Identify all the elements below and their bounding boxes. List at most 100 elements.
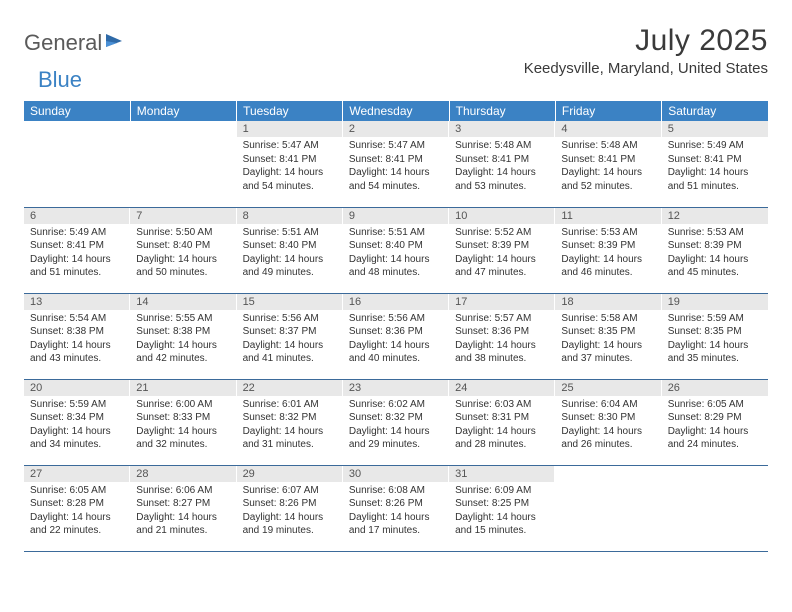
day-header: Sunday (24, 101, 130, 121)
day-number: 28 (130, 466, 236, 482)
day-header: Thursday (449, 101, 555, 121)
day-number: 7 (130, 208, 236, 224)
day-number: 11 (555, 208, 661, 224)
day-number: 24 (449, 380, 555, 396)
day-number: 21 (130, 380, 236, 396)
calendar-cell: 19Sunrise: 5:59 AMSunset: 8:35 PMDayligh… (662, 293, 768, 379)
day-details: Sunrise: 6:06 AMSunset: 8:27 PMDaylight:… (130, 482, 236, 542)
day-number: 17 (449, 294, 555, 310)
day-number: 6 (24, 208, 130, 224)
logo-text-general: General (24, 30, 102, 56)
day-details: Sunrise: 5:48 AMSunset: 8:41 PMDaylight:… (555, 137, 661, 197)
calendar-cell: 13Sunrise: 5:54 AMSunset: 8:38 PMDayligh… (24, 293, 130, 379)
calendar-cell: 8Sunrise: 5:51 AMSunset: 8:40 PMDaylight… (237, 207, 343, 293)
calendar-cell: 27Sunrise: 6:05 AMSunset: 8:28 PMDayligh… (24, 465, 130, 551)
day-number: 8 (237, 208, 343, 224)
day-details: Sunrise: 5:47 AMSunset: 8:41 PMDaylight:… (343, 137, 449, 197)
calendar-cell: 24Sunrise: 6:03 AMSunset: 8:31 PMDayligh… (449, 379, 555, 465)
day-details: Sunrise: 5:47 AMSunset: 8:41 PMDaylight:… (237, 137, 343, 197)
day-header: Monday (130, 101, 236, 121)
calendar-cell: 5Sunrise: 5:49 AMSunset: 8:41 PMDaylight… (662, 121, 768, 207)
calendar-cell: 17Sunrise: 5:57 AMSunset: 8:36 PMDayligh… (449, 293, 555, 379)
calendar-cell: 1Sunrise: 5:47 AMSunset: 8:41 PMDaylight… (237, 121, 343, 207)
day-number: 14 (130, 294, 236, 310)
day-details: Sunrise: 5:56 AMSunset: 8:36 PMDaylight:… (343, 310, 449, 370)
calendar-cell: 22Sunrise: 6:01 AMSunset: 8:32 PMDayligh… (237, 379, 343, 465)
calendar-cell: 2Sunrise: 5:47 AMSunset: 8:41 PMDaylight… (343, 121, 449, 207)
day-number: 19 (662, 294, 768, 310)
day-number: 27 (24, 466, 130, 482)
day-details: Sunrise: 5:48 AMSunset: 8:41 PMDaylight:… (449, 137, 555, 197)
day-details: Sunrise: 5:50 AMSunset: 8:40 PMDaylight:… (130, 224, 236, 284)
logo: General (24, 24, 128, 56)
calendar-cell: 3Sunrise: 5:48 AMSunset: 8:41 PMDaylight… (449, 121, 555, 207)
calendar-cell (24, 121, 130, 207)
calendar-cell: 10Sunrise: 5:52 AMSunset: 8:39 PMDayligh… (449, 207, 555, 293)
calendar-cell: 15Sunrise: 5:56 AMSunset: 8:37 PMDayligh… (237, 293, 343, 379)
day-details: Sunrise: 5:59 AMSunset: 8:34 PMDaylight:… (24, 396, 130, 456)
day-details: Sunrise: 5:53 AMSunset: 8:39 PMDaylight:… (555, 224, 661, 284)
calendar-week-row: 1Sunrise: 5:47 AMSunset: 8:41 PMDaylight… (24, 121, 768, 207)
day-details: Sunrise: 5:59 AMSunset: 8:35 PMDaylight:… (662, 310, 768, 370)
day-number: 3 (449, 121, 555, 137)
day-header: Saturday (662, 101, 768, 121)
calendar-cell: 6Sunrise: 5:49 AMSunset: 8:41 PMDaylight… (24, 207, 130, 293)
day-number: 9 (343, 208, 449, 224)
day-number: 25 (555, 380, 661, 396)
title-block: July 2025 Keedysville, Maryland, United … (524, 24, 768, 77)
calendar-table: Sunday Monday Tuesday Wednesday Thursday… (24, 101, 768, 552)
logo-flag-icon (104, 32, 126, 55)
day-details: Sunrise: 5:52 AMSunset: 8:39 PMDaylight:… (449, 224, 555, 284)
day-number: 29 (237, 466, 343, 482)
calendar-cell: 14Sunrise: 5:55 AMSunset: 8:38 PMDayligh… (130, 293, 236, 379)
day-details: Sunrise: 6:09 AMSunset: 8:25 PMDaylight:… (449, 482, 555, 542)
day-details: Sunrise: 6:02 AMSunset: 8:32 PMDaylight:… (343, 396, 449, 456)
day-details: Sunrise: 6:08 AMSunset: 8:26 PMDaylight:… (343, 482, 449, 542)
calendar-cell: 21Sunrise: 6:00 AMSunset: 8:33 PMDayligh… (130, 379, 236, 465)
calendar-cell: 26Sunrise: 6:05 AMSunset: 8:29 PMDayligh… (662, 379, 768, 465)
calendar-cell: 12Sunrise: 5:53 AMSunset: 8:39 PMDayligh… (662, 207, 768, 293)
day-details: Sunrise: 6:05 AMSunset: 8:28 PMDaylight:… (24, 482, 130, 542)
day-details: Sunrise: 5:51 AMSunset: 8:40 PMDaylight:… (343, 224, 449, 284)
day-details: Sunrise: 5:54 AMSunset: 8:38 PMDaylight:… (24, 310, 130, 370)
calendar-cell: 28Sunrise: 6:06 AMSunset: 8:27 PMDayligh… (130, 465, 236, 551)
calendar-cell: 7Sunrise: 5:50 AMSunset: 8:40 PMDaylight… (130, 207, 236, 293)
calendar-cell (130, 121, 236, 207)
day-number: 30 (343, 466, 449, 482)
day-details: Sunrise: 5:56 AMSunset: 8:37 PMDaylight:… (237, 310, 343, 370)
day-details: Sunrise: 5:51 AMSunset: 8:40 PMDaylight:… (237, 224, 343, 284)
day-header: Friday (555, 101, 661, 121)
calendar-cell: 9Sunrise: 5:51 AMSunset: 8:40 PMDaylight… (343, 207, 449, 293)
calendar-cell: 23Sunrise: 6:02 AMSunset: 8:32 PMDayligh… (343, 379, 449, 465)
calendar-cell: 11Sunrise: 5:53 AMSunset: 8:39 PMDayligh… (555, 207, 661, 293)
calendar-cell: 30Sunrise: 6:08 AMSunset: 8:26 PMDayligh… (343, 465, 449, 551)
day-number: 15 (237, 294, 343, 310)
calendar-cell: 16Sunrise: 5:56 AMSunset: 8:36 PMDayligh… (343, 293, 449, 379)
day-details: Sunrise: 6:07 AMSunset: 8:26 PMDaylight:… (237, 482, 343, 542)
day-number: 4 (555, 121, 661, 137)
calendar-header-row: Sunday Monday Tuesday Wednesday Thursday… (24, 101, 768, 121)
calendar-cell: 29Sunrise: 6:07 AMSunset: 8:26 PMDayligh… (237, 465, 343, 551)
day-details: Sunrise: 5:55 AMSunset: 8:38 PMDaylight:… (130, 310, 236, 370)
day-details: Sunrise: 6:05 AMSunset: 8:29 PMDaylight:… (662, 396, 768, 456)
calendar-cell (662, 465, 768, 551)
day-number: 23 (343, 380, 449, 396)
day-details: Sunrise: 5:49 AMSunset: 8:41 PMDaylight:… (662, 137, 768, 197)
calendar-week-row: 13Sunrise: 5:54 AMSunset: 8:38 PMDayligh… (24, 293, 768, 379)
day-details: Sunrise: 5:53 AMSunset: 8:39 PMDaylight:… (662, 224, 768, 284)
day-number: 1 (237, 121, 343, 137)
day-number: 10 (449, 208, 555, 224)
day-number: 12 (662, 208, 768, 224)
day-number: 31 (449, 466, 555, 482)
day-header: Tuesday (237, 101, 343, 121)
day-number: 5 (662, 121, 768, 137)
calendar-week-row: 20Sunrise: 5:59 AMSunset: 8:34 PMDayligh… (24, 379, 768, 465)
day-header: Wednesday (343, 101, 449, 121)
calendar-cell: 31Sunrise: 6:09 AMSunset: 8:25 PMDayligh… (449, 465, 555, 551)
location-label: Keedysville, Maryland, United States (524, 60, 768, 77)
day-details: Sunrise: 6:04 AMSunset: 8:30 PMDaylight:… (555, 396, 661, 456)
day-number: 16 (343, 294, 449, 310)
calendar-cell: 18Sunrise: 5:58 AMSunset: 8:35 PMDayligh… (555, 293, 661, 379)
calendar-week-row: 27Sunrise: 6:05 AMSunset: 8:28 PMDayligh… (24, 465, 768, 551)
day-number: 13 (24, 294, 130, 310)
